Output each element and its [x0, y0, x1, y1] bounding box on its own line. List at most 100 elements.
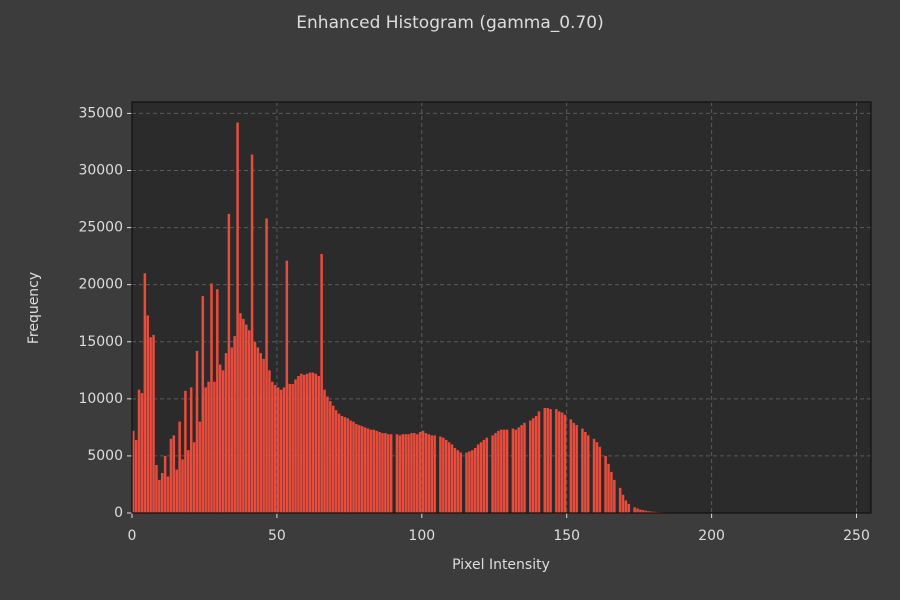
- bar: [262, 358, 265, 513]
- bar: [598, 446, 602, 513]
- bar: [155, 465, 158, 513]
- bar: [520, 425, 523, 513]
- bar: [343, 417, 347, 513]
- bar: [242, 318, 245, 513]
- y-tick-label: 15000: [78, 334, 123, 350]
- bar: [572, 422, 575, 513]
- bar: [604, 455, 607, 513]
- bar: [378, 431, 381, 513]
- bar: [178, 421, 181, 513]
- bar: [456, 450, 460, 513]
- bar: [352, 421, 355, 513]
- bar: [349, 420, 352, 513]
- bar: [134, 439, 138, 513]
- bar: [137, 389, 141, 513]
- bar: [216, 289, 219, 513]
- bar: [132, 430, 135, 513]
- bar: [184, 390, 187, 513]
- x-tick-label: 100: [408, 528, 435, 544]
- x-tick-label: 150: [553, 528, 580, 544]
- bar: [471, 450, 474, 513]
- x-axis-label: Pixel Intensity: [452, 557, 550, 573]
- bar: [479, 442, 483, 513]
- bar: [279, 389, 283, 513]
- bar: [213, 381, 216, 513]
- bar: [143, 273, 147, 513]
- bar: [514, 429, 518, 513]
- bar: [418, 431, 422, 513]
- bar: [410, 433, 413, 513]
- bar: [563, 414, 567, 513]
- y-tick-label: 10000: [78, 391, 123, 407]
- x-tick-label: 0: [128, 528, 137, 544]
- bar: [331, 405, 335, 513]
- bar: [430, 435, 433, 513]
- bar: [340, 415, 344, 513]
- bar: [221, 370, 225, 513]
- bar: [482, 439, 486, 513]
- bar: [447, 442, 451, 513]
- bar: [201, 296, 205, 513]
- bar: [247, 330, 251, 513]
- bar: [363, 427, 367, 513]
- bar: [642, 510, 645, 513]
- bar: [529, 420, 532, 513]
- bar: [468, 451, 471, 513]
- bar: [294, 379, 297, 513]
- bar: [621, 494, 625, 513]
- bar: [192, 442, 196, 513]
- bar: [172, 435, 176, 513]
- bar: [305, 373, 309, 513]
- bar: [346, 418, 349, 513]
- bar: [360, 426, 364, 513]
- bar: [236, 122, 239, 513]
- bar: [140, 393, 144, 513]
- bar: [491, 435, 494, 513]
- bar: [433, 435, 436, 513]
- bar: [285, 260, 289, 513]
- bar: [398, 435, 402, 513]
- bar: [291, 383, 294, 513]
- x-tick-label: 50: [268, 528, 286, 544]
- bar: [314, 373, 318, 513]
- bar: [453, 447, 457, 513]
- bar: [329, 401, 332, 513]
- bar: [355, 423, 358, 513]
- bar: [224, 353, 228, 513]
- bar: [500, 429, 503, 513]
- bar: [537, 411, 541, 513]
- bar: [424, 433, 428, 513]
- bar: [543, 407, 547, 513]
- bar: [207, 381, 210, 513]
- bar: [413, 433, 416, 513]
- bar: [337, 413, 341, 513]
- bar: [607, 463, 610, 513]
- bar: [523, 422, 526, 513]
- bar: [274, 385, 277, 513]
- bar: [210, 283, 213, 513]
- bar: [575, 425, 578, 513]
- y-tick-label: 25000: [78, 220, 123, 236]
- bar: [204, 387, 207, 513]
- bar: [439, 436, 442, 513]
- bar: [230, 347, 234, 513]
- bar: [610, 471, 613, 513]
- bar: [613, 479, 616, 513]
- bar: [560, 412, 564, 513]
- bar: [505, 429, 509, 513]
- bar: [427, 434, 431, 513]
- bar: [416, 434, 419, 513]
- bar: [369, 429, 373, 513]
- bar: [302, 374, 306, 513]
- bar: [169, 438, 173, 513]
- bar: [166, 476, 170, 513]
- bar: [187, 450, 190, 513]
- bar: [584, 431, 587, 513]
- chart-title: Enhanced Histogram (gamma_0.70): [296, 13, 603, 33]
- bar: [358, 425, 361, 513]
- y-tick-label: 5000: [87, 448, 123, 464]
- bar: [253, 341, 257, 513]
- bar: [375, 430, 378, 513]
- bar: [189, 387, 193, 513]
- bar: [256, 347, 260, 513]
